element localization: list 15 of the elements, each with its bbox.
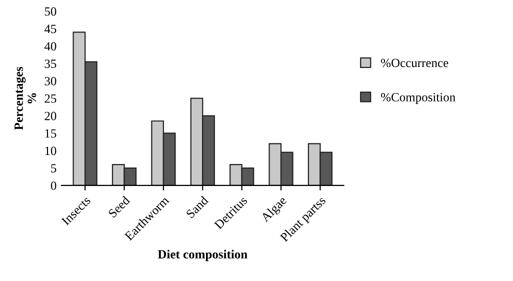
y-tick-label: 15 (45, 129, 56, 138)
y-tick-label: 30 (44, 76, 56, 86)
y-tick-label: 40 (44, 42, 56, 51)
y-tick-label: 45 (44, 24, 56, 34)
y-tick-label: 50 (44, 7, 56, 16)
y-tick-label: 10 (45, 146, 56, 156)
y-tick-label: 20 (44, 112, 56, 120)
y-tick-label: 25 (44, 94, 56, 103)
y-tick-label: 0 (50, 181, 56, 190)
legend-label: %Occurrence (381, 58, 448, 68)
y-tick-label: 35 (44, 60, 56, 68)
legend-label: %Composition (381, 92, 456, 104)
y-tick-label: 5 (51, 164, 56, 172)
y-axis-title: Percentages % (14, 66, 36, 130)
x-axis-title: Diet composition (158, 250, 248, 262)
